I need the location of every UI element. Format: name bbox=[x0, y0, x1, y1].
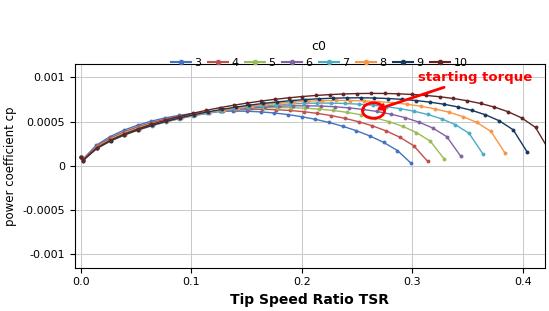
Y-axis label: power coefficient cp: power coefficient cp bbox=[4, 106, 17, 225]
Legend: 3, 4, 5, 6, 7, 8, 9, 10: 3, 4, 5, 6, 7, 8, 9, 10 bbox=[166, 35, 472, 73]
Text: starting torque: starting torque bbox=[379, 71, 532, 109]
X-axis label: Tip Speed Ratio TSR: Tip Speed Ratio TSR bbox=[231, 293, 389, 307]
